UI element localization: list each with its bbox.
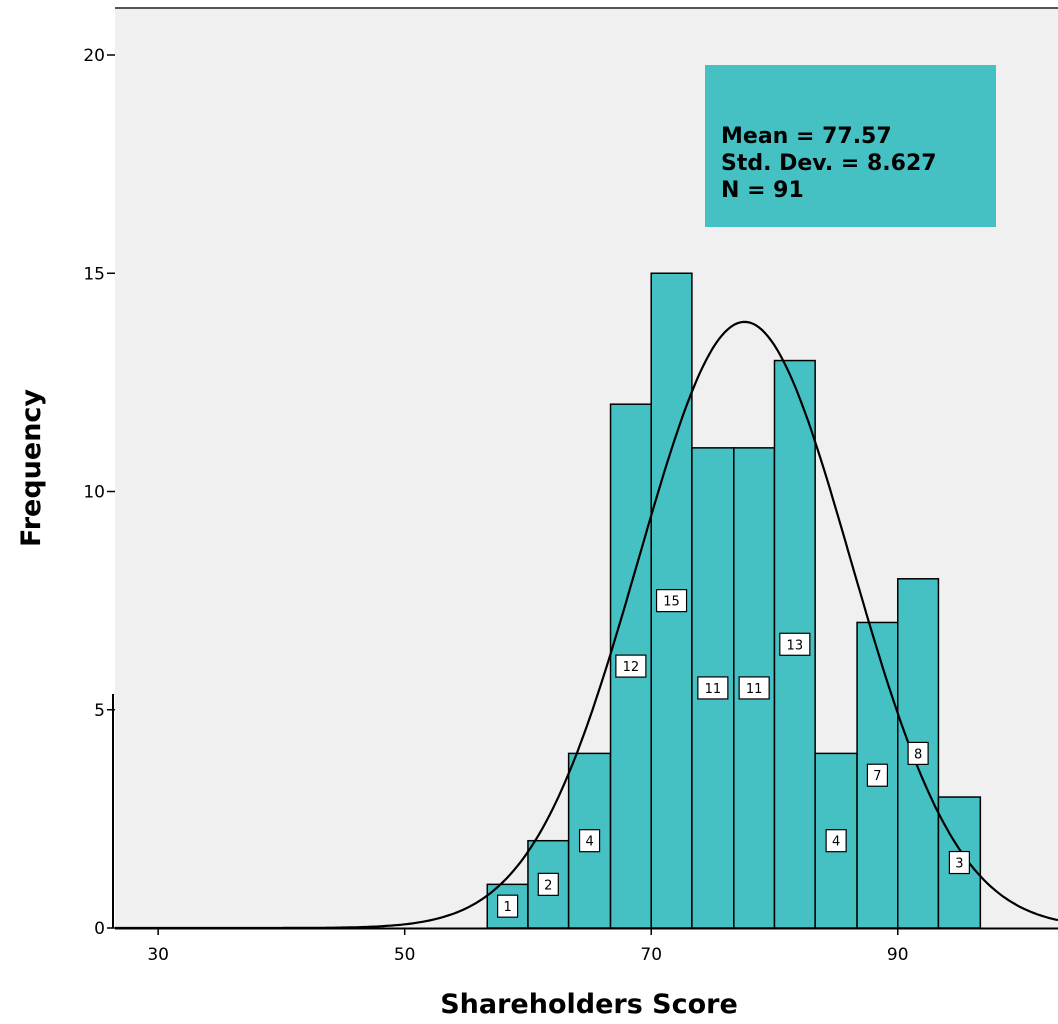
bar-value-label-box bbox=[907, 741, 929, 766]
y-tick-label: 20 bbox=[83, 46, 105, 66]
stats-n: N = 91 bbox=[721, 178, 804, 203]
stats-mean: Mean = 77.57 bbox=[721, 124, 892, 149]
x-axis-title: Shareholders Score bbox=[440, 989, 738, 1020]
stats-std-dev: Std. Dev. = 8.627 bbox=[721, 151, 937, 176]
bar-value-label-box bbox=[866, 763, 889, 787]
bar-value-label: 13 bbox=[787, 638, 804, 653]
y-axis-ticks: 0 5 10 15 20 bbox=[83, 46, 115, 939]
bar-value-label-box bbox=[537, 872, 559, 896]
bar-value-label: 11 bbox=[746, 682, 763, 697]
y-tick-label: 5 bbox=[94, 701, 105, 721]
bar-value-label-box bbox=[738, 676, 770, 700]
bar-value-label: 2 bbox=[544, 878, 552, 893]
bar-value-label: 7 bbox=[873, 769, 881, 784]
stats-box-background bbox=[705, 65, 996, 227]
x-tick-label: 50 bbox=[394, 945, 416, 965]
x-tick-label: 30 bbox=[147, 945, 169, 965]
y-tick-label: 15 bbox=[83, 264, 105, 284]
x-axis-ticks: 30 50 70 90 bbox=[147, 928, 909, 965]
bar-value-label: 3 bbox=[955, 857, 963, 872]
bar-value-label-box bbox=[655, 589, 688, 613]
y-tick-label: 10 bbox=[83, 483, 105, 503]
x-tick-label: 70 bbox=[640, 945, 662, 965]
bar-value-label: 1 bbox=[503, 900, 511, 915]
bar-value-label-box bbox=[779, 632, 811, 656]
bar-value-label-box bbox=[825, 829, 847, 853]
bar-value-label: 15 bbox=[663, 595, 680, 610]
bar-value-label-box bbox=[578, 829, 601, 853]
bar-value-label-box bbox=[615, 654, 647, 678]
bar-value-label: 4 bbox=[832, 835, 840, 850]
bar-value-label: 4 bbox=[585, 835, 593, 850]
bar-value-label: 11 bbox=[705, 682, 722, 697]
y-tick-label: 0 bbox=[94, 919, 105, 939]
y-axis-title: Frequency bbox=[16, 389, 47, 547]
bar-value-label: 8 bbox=[914, 747, 922, 762]
stats-box: Mean = 77.57 Std. Dev. = 8.627 N = 91 bbox=[705, 65, 996, 227]
bar-value-label-box bbox=[497, 894, 519, 918]
bar-value-label-box bbox=[948, 850, 970, 875]
x-tick-label: 90 bbox=[887, 945, 909, 965]
bar-value-label-box bbox=[697, 676, 729, 700]
bar-value-label: 12 bbox=[623, 660, 640, 675]
